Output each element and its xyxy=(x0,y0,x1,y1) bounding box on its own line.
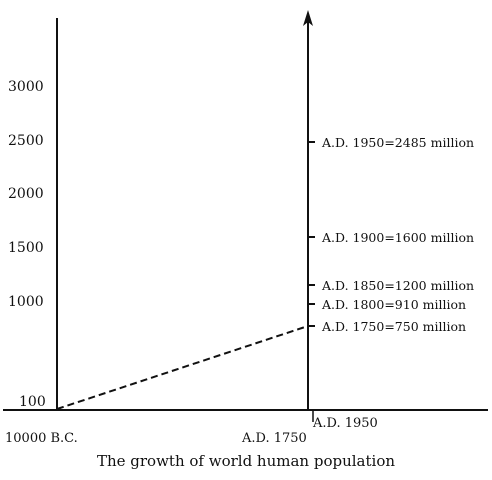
y-tick-label: 3000 xyxy=(8,79,44,95)
arrowhead-icon xyxy=(303,10,313,26)
x-tick-label: A.D. 1950 xyxy=(312,416,378,431)
series-layer xyxy=(56,10,313,410)
x-tick-label: 10000 B.C. xyxy=(5,431,78,446)
series-line-dashed xyxy=(56,325,309,410)
ticks-layer: 100 1000 1500 2000 2500 3000 10000 B.C. A.D. 17… xyxy=(5,79,378,446)
x-tick-label: A.D. 1750 xyxy=(241,431,307,446)
y-tick-label: 100 xyxy=(19,394,46,410)
annotation-label: A.D. 1900=1600 million xyxy=(321,230,474,245)
axes-layer xyxy=(3,18,488,411)
annotation-layer: A.D. 1750=750 million A.D. 1800=910 milli… xyxy=(308,135,474,334)
y-tick-label: 2500 xyxy=(8,133,44,149)
annotation-label: A.D. 1950=2485 million xyxy=(321,135,474,150)
chart-title: The growth of world human population xyxy=(96,452,396,470)
y-tick-label: 1500 xyxy=(8,240,44,256)
annotation-label: A.D. 1800=910 million xyxy=(321,297,466,312)
annotation-label: A.D. 1850=1200 million xyxy=(321,278,474,293)
y-tick-label: 2000 xyxy=(8,186,44,202)
y-tick-label: 1000 xyxy=(8,294,44,310)
annotation-label: A.D. 1750=750 million xyxy=(321,319,466,334)
